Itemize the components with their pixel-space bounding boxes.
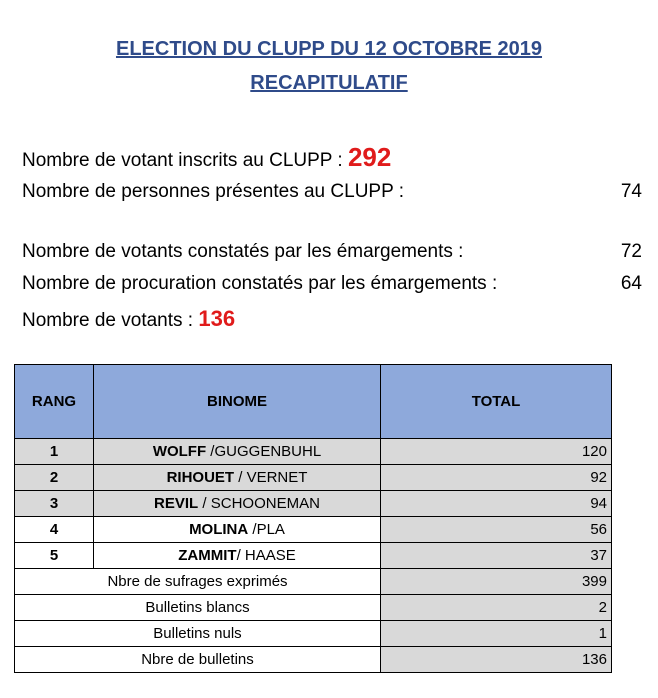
votants-label: Nombre de votants : (22, 310, 199, 331)
emargements-label: Nombre de votants constatés par les émar… (22, 241, 464, 262)
page-title: ELECTION DU CLUPP DU 12 OCTOBRE 2019 (115, 38, 543, 60)
summary-label: Bulletins blancs (14, 594, 381, 621)
binome-separator: / (248, 521, 257, 538)
header-total: TOTAL (380, 364, 612, 439)
binome-separator: / (236, 547, 245, 564)
summary-row: Nbre de bulletins 136 (14, 646, 612, 673)
header-rang: RANG (14, 364, 94, 439)
row-rang: 3 (14, 490, 94, 517)
results-table: RANG BINOME TOTAL 1 WOLFF /GUGGENBUHL 12… (14, 364, 612, 673)
procuration-label: Nombre de procuration constatés par les … (22, 273, 498, 294)
table-row: 3 REVIL / SCHOONEMAN 94 (14, 490, 612, 517)
inscrits-value: 292 (347, 142, 392, 172)
presentes-line: Nombre de personnes présentes au CLUPP :… (22, 181, 642, 203)
emargements-line: Nombre de votants constatés par les émar… (22, 241, 642, 263)
page-subtitle: RECAPITULATIF (250, 72, 408, 94)
row-total: 120 (380, 438, 612, 465)
row-rang: 2 (14, 464, 94, 491)
binome-partner: GUGGENBUHL (214, 443, 322, 460)
summary-label: Nbre de sufrages exprimés (14, 568, 381, 595)
presentes-label: Nombre de personnes présentes au CLUPP : (22, 181, 404, 202)
row-rang: 4 (14, 516, 94, 543)
table-row: 2 RIHOUET / VERNET 92 (14, 464, 612, 491)
binome-name: WOLFF (152, 443, 207, 460)
binome-partner: PLA (256, 521, 285, 538)
presentes-value: 74 (620, 181, 642, 202)
inscrits-label: Nombre de votant inscrits au CLUPP : (22, 150, 348, 171)
votants-line: Nombre de votants : 136 (22, 306, 642, 332)
binome-partner: HAASE (244, 547, 296, 564)
row-binome: RIHOUET / VERNET (93, 464, 381, 491)
row-rang: 1 (14, 438, 94, 465)
table-row: 5 ZAMMIT/ HAASE 37 (14, 542, 612, 569)
summary-label: Nbre de bulletins (14, 646, 381, 673)
row-rang: 5 (14, 542, 94, 569)
row-total: 94 (380, 490, 612, 517)
binome-separator: / (206, 443, 215, 460)
row-total: 56 (380, 516, 612, 543)
row-total: 92 (380, 464, 612, 491)
binome-separator: / (234, 469, 247, 486)
summary-value: 399 (380, 568, 612, 595)
row-binome: MOLINA /PLA (93, 516, 381, 543)
summary-label: Bulletins nuls (14, 620, 381, 647)
table-header-row: RANG BINOME TOTAL (14, 364, 612, 439)
summary-row: Bulletins nuls 1 (14, 620, 612, 647)
row-binome: REVIL / SCHOONEMAN (93, 490, 381, 517)
votants-value: 136 (198, 306, 236, 331)
binome-name: MOLINA (189, 521, 249, 538)
binome-separator: / (198, 495, 211, 512)
header-binome: BINOME (93, 364, 381, 439)
binome-partner: SCHOONEMAN (210, 495, 320, 512)
emargements-value: 72 (620, 241, 642, 262)
row-total: 37 (380, 542, 612, 569)
binome-name: RIHOUET (166, 469, 235, 486)
procuration-line: Nombre de procuration constatés par les … (22, 273, 642, 295)
summary-value: 2 (380, 594, 612, 621)
summary-row: Bulletins blancs 2 (14, 594, 612, 621)
procuration-value: 64 (620, 273, 642, 294)
summary-value: 1 (380, 620, 612, 647)
summary-value: 136 (380, 646, 612, 673)
table-row: 4 MOLINA /PLA 56 (14, 516, 612, 543)
binome-name: ZAMMIT (178, 547, 237, 564)
binome-partner: VERNET (246, 469, 308, 486)
binome-name: REVIL (154, 495, 199, 512)
table-row: 1 WOLFF /GUGGENBUHL 120 (14, 438, 612, 465)
inscrits-line: Nombre de votant inscrits au CLUPP : 292 (22, 142, 642, 173)
summary-row: Nbre de sufrages exprimés 399 (14, 568, 612, 595)
row-binome: WOLFF /GUGGENBUHL (93, 438, 381, 465)
row-binome: ZAMMIT/ HAASE (93, 542, 381, 569)
